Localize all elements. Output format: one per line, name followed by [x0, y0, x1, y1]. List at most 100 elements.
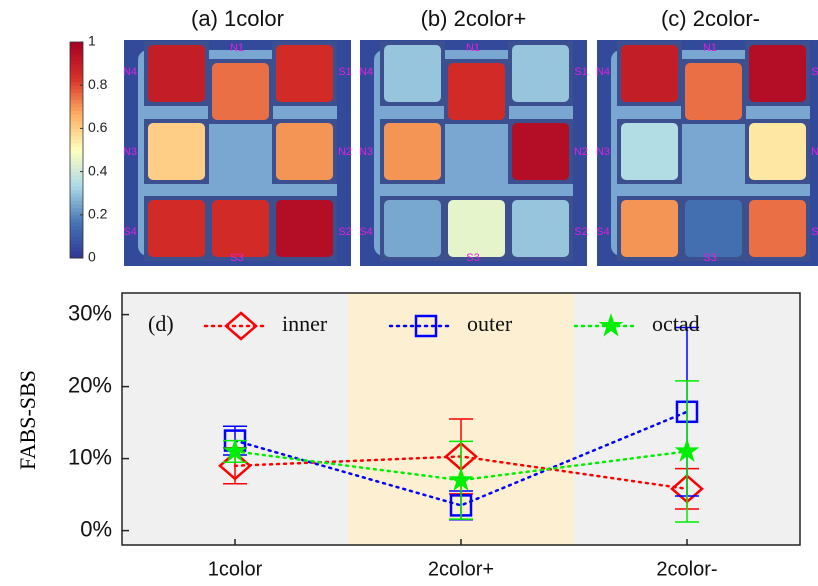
colorbar-segment — [70, 42, 83, 46]
region-label: S4 — [359, 226, 372, 238]
colorbar-tick-label: 1 — [88, 33, 96, 49]
region-cell — [749, 123, 806, 180]
colorbar-segment — [70, 193, 83, 197]
colorbar-segment — [70, 197, 83, 201]
y-tick-label: 0% — [80, 516, 112, 541]
region-cell — [384, 123, 441, 180]
colorbar-segment — [70, 157, 83, 161]
region-cell — [685, 200, 742, 257]
colorbar-segment — [70, 121, 83, 125]
region-label: N2 — [574, 146, 588, 158]
region-cell — [148, 200, 205, 257]
colorbar-segment — [70, 200, 83, 204]
x-tick-label: 2color- — [656, 558, 717, 580]
region-label: S3 — [466, 252, 479, 264]
colorbar-segment — [70, 251, 83, 255]
region-cell — [685, 63, 742, 120]
region-label: S1 — [811, 66, 818, 78]
panel-title: (a) 1color — [191, 6, 284, 31]
region-label: S2 — [574, 226, 587, 238]
colorbar-segment — [70, 186, 83, 190]
region-label: N2 — [811, 146, 818, 158]
region-cell — [621, 123, 678, 180]
colorbar-tick-label: 0.2 — [88, 206, 108, 222]
region-cell — [384, 200, 441, 257]
region-label: N1 — [230, 42, 244, 54]
region-label: N1 — [703, 42, 717, 54]
colorbar-tick-label: 0.8 — [88, 76, 108, 92]
colorbar-tick-label: 0.4 — [88, 162, 108, 178]
colorbar-segment — [70, 100, 83, 104]
colorbar-segment — [70, 179, 83, 183]
colorbar-segment — [70, 150, 83, 154]
colorbar-tick-label: 0 — [88, 249, 96, 265]
colorbar-segment — [70, 172, 83, 176]
region-label: S4 — [123, 226, 136, 238]
region-cell — [276, 45, 333, 102]
annotation: (d) — [148, 311, 174, 336]
colorbar-segment — [70, 226, 83, 230]
region-cell — [384, 45, 441, 102]
colorbar-segment — [70, 46, 83, 50]
colorbar-segment — [70, 182, 83, 186]
colorbar-segment — [70, 154, 83, 158]
y-tick-label: 10% — [68, 444, 112, 469]
colorbar-segment — [70, 118, 83, 122]
region-label: N4 — [123, 66, 137, 78]
region-label: N3 — [123, 146, 137, 158]
region-label: S2 — [811, 226, 818, 238]
colorbar-segment — [70, 161, 83, 165]
colorbar-segment — [70, 190, 83, 194]
colorbar-segment — [70, 139, 83, 143]
region-cell — [749, 45, 806, 102]
colorbar-segment — [70, 143, 83, 147]
region-label: N3 — [359, 146, 373, 158]
y-tick-label: 30% — [68, 300, 112, 325]
colorbar-segment — [70, 204, 83, 208]
colorbar-segment — [70, 114, 83, 118]
colorbar-segment — [70, 67, 83, 71]
x-tick-label: 1color — [208, 558, 263, 580]
region-label: S3 — [230, 252, 243, 264]
region-label: S2 — [338, 226, 351, 238]
region-cell — [749, 200, 806, 257]
colorbar-segment — [70, 175, 83, 179]
colorbar-segment — [70, 215, 83, 219]
region-cell — [448, 200, 505, 257]
colorbar-segment — [70, 96, 83, 100]
colorbar-segment — [70, 110, 83, 114]
region-label: N4 — [359, 66, 373, 78]
region-cell — [512, 200, 569, 257]
region-cell — [621, 45, 678, 102]
colorbar-segment — [70, 49, 83, 53]
colorbar-segment — [70, 74, 83, 78]
region-label: S1 — [338, 66, 351, 78]
colorbar-segment — [70, 244, 83, 248]
colorbar-segment — [70, 92, 83, 96]
colorbar-segment — [70, 107, 83, 111]
region-label: N2 — [338, 146, 352, 158]
legend-label: octad — [652, 311, 700, 336]
region-label: S4 — [596, 226, 609, 238]
colorbar-segment — [70, 89, 83, 93]
colorbar-segment — [70, 233, 83, 237]
colorbar-segment — [70, 60, 83, 64]
region-cell — [512, 45, 569, 102]
panel-title: (b) 2color+ — [421, 6, 527, 31]
colorbar-segment — [70, 229, 83, 233]
region-label: N4 — [596, 66, 610, 78]
region-cell — [621, 200, 678, 257]
colorbar-segment — [70, 132, 83, 136]
panel-title: (c) 2color- — [661, 6, 760, 31]
y-tick-label: 20% — [68, 372, 112, 397]
figure: FABS-SBS 00.20.40.60.81(a) 1colorN4N1S1N… — [0, 0, 818, 586]
colorbar-segment — [70, 71, 83, 75]
region-cell — [512, 123, 569, 180]
colorbar-segment — [70, 53, 83, 57]
region-cell — [276, 200, 333, 257]
legend-label: outer — [467, 311, 513, 336]
colorbar-segment — [70, 247, 83, 251]
colorbar-segment — [70, 208, 83, 212]
